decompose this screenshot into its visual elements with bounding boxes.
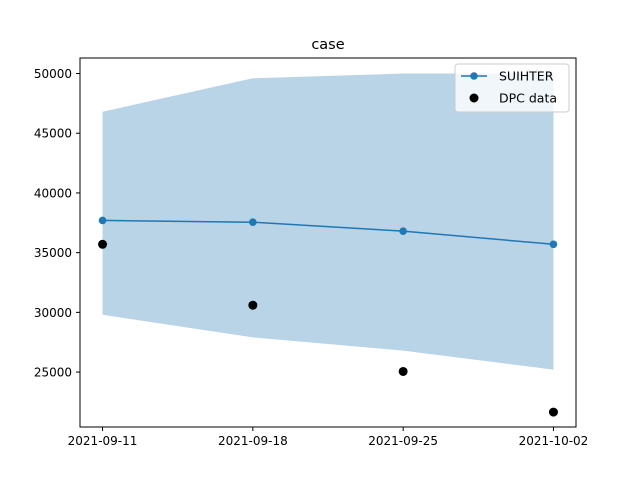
x-axis: 2021-09-11 2021-09-18 2021-09-25 2021-10-02: [68, 427, 589, 448]
y-tick-label: 30000: [34, 306, 72, 320]
y-tick-label: 50000: [34, 67, 72, 81]
data-point: [98, 239, 108, 249]
legend-label: SUIHTER: [499, 69, 554, 84]
confidence-band: [102, 73, 554, 370]
series-line-layer: [102, 219, 554, 246]
data-point: [548, 407, 558, 417]
x-tick-label: 2021-09-25: [368, 434, 438, 448]
y-tick-label: 25000: [34, 366, 72, 380]
series-marker-layer: [98, 216, 558, 417]
series-point: [399, 227, 407, 235]
x-tick-label: 2021-09-18: [218, 434, 288, 448]
series-point: [98, 216, 107, 225]
y-tick-label: 35000: [34, 246, 72, 260]
legend-marker-swatch: [470, 72, 478, 80]
data-point: [398, 366, 408, 376]
x-tick-label: 2021-09-11: [68, 434, 138, 448]
plot-frame: [79, 57, 577, 428]
chart-title: case: [311, 37, 344, 53]
legend: SUIHTER DPC data: [454, 63, 570, 113]
series-line-0: [102, 219, 554, 246]
legend-marker-swatch: [469, 93, 479, 103]
y-axis: 25000 30000 35000 40000 45000 50000: [34, 67, 80, 380]
data-point: [248, 300, 258, 310]
x-tick-label: 2021-10-02: [519, 434, 589, 448]
series-point: [249, 218, 257, 226]
plot-area: [79, 57, 577, 428]
confidence-band-layer: [102, 73, 554, 370]
y-tick-label: 40000: [34, 186, 72, 200]
legend-label: DPC data: [499, 91, 557, 106]
series-point: [549, 240, 558, 249]
y-tick-label: 45000: [34, 127, 72, 141]
